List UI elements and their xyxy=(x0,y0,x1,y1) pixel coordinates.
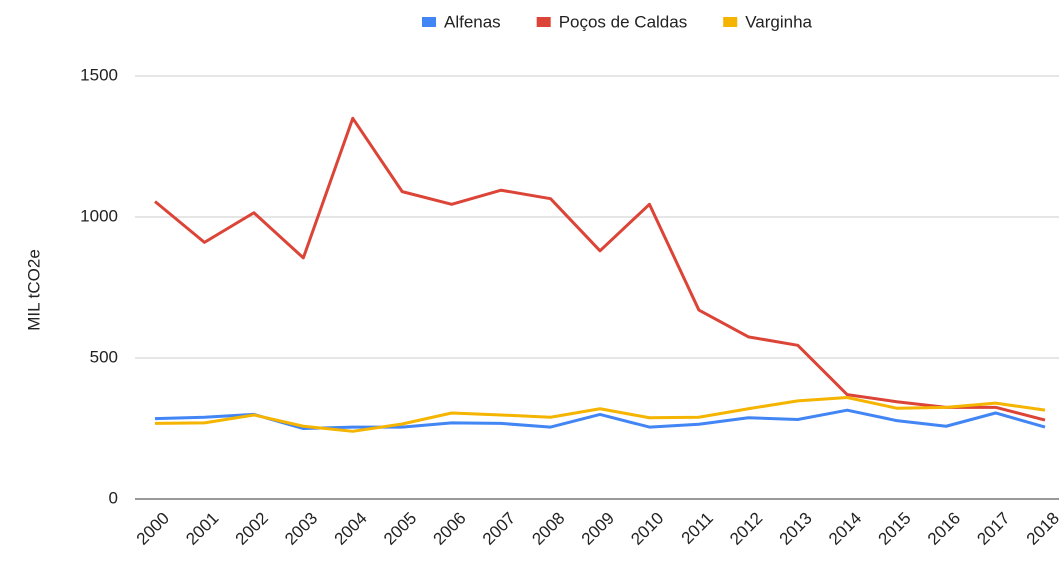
x-tick-label: 2004 xyxy=(331,509,371,549)
legend-label: Varginha xyxy=(745,12,812,31)
y-tick-label: 500 xyxy=(90,347,118,366)
x-tick-label: 2006 xyxy=(429,509,469,549)
x-tick-label: 2000 xyxy=(133,509,173,549)
y-tick-label: 1000 xyxy=(80,206,118,225)
x-tick-label: 2013 xyxy=(776,509,816,549)
y-tick-label: 0 xyxy=(109,488,118,507)
x-tick-label: 2016 xyxy=(924,509,964,549)
x-tick-label: 2012 xyxy=(726,509,766,549)
x-tick-label: 2009 xyxy=(578,509,618,549)
x-tick-label: 2015 xyxy=(874,509,914,549)
legend-label: Alfenas xyxy=(444,12,501,31)
series-line xyxy=(154,116,1046,422)
series-line xyxy=(154,395,1046,433)
y-tick-label: 1500 xyxy=(80,65,118,84)
x-tick-label: 2007 xyxy=(479,509,519,549)
legend-swatch xyxy=(536,17,551,27)
x-tick-label: 2001 xyxy=(182,509,222,549)
legend-swatch xyxy=(723,17,738,27)
x-tick-label: 2008 xyxy=(528,509,568,549)
x-tick-label: 2014 xyxy=(825,509,865,549)
legend-label: Poços de Caldas xyxy=(559,12,688,31)
y-axis-title: MIL tCO2e xyxy=(24,249,43,331)
legend-swatch xyxy=(421,17,436,27)
series-line xyxy=(154,408,1046,430)
x-tick-label: 2005 xyxy=(380,509,420,549)
x-tick-label: 2018 xyxy=(1023,509,1059,549)
x-tick-label: 2017 xyxy=(973,509,1013,549)
x-tick-label: 2003 xyxy=(281,509,321,549)
x-tick-label: 2011 xyxy=(678,509,717,548)
x-tick-label: 2010 xyxy=(627,509,667,549)
x-tick-label: 2002 xyxy=(232,509,272,549)
